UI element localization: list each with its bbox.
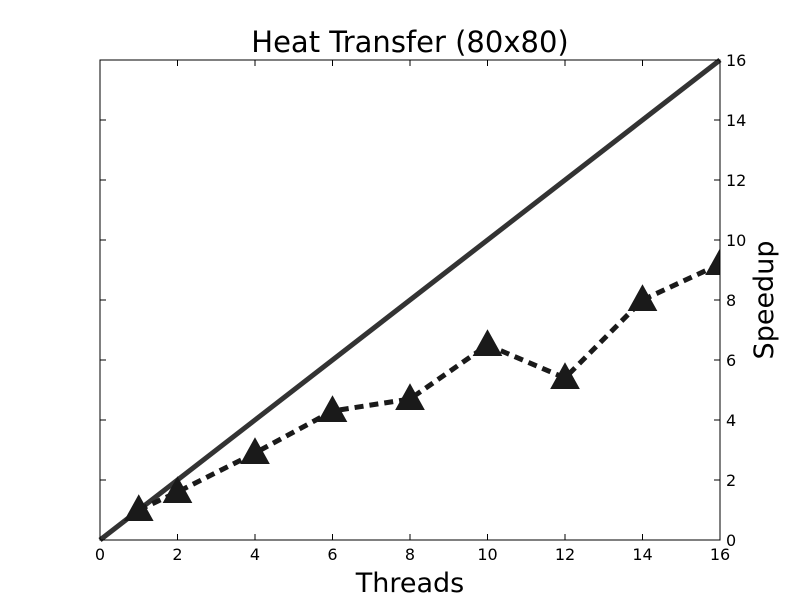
x-axis: 0 2 4 6 8 10 12 14 16 <box>95 60 730 564</box>
data-point-marker <box>550 362 580 389</box>
data-point-marker <box>395 383 425 410</box>
x-tick-label: 0 <box>95 545 105 564</box>
y-axis: 0 2 4 6 8 10 12 14 16 <box>100 51 746 550</box>
data-point-marker <box>627 284 658 311</box>
y-tick-label: 2 <box>726 471 736 490</box>
plot-area <box>98 58 722 542</box>
y-tick-label: 6 <box>726 351 736 370</box>
x-tick-label: 6 <box>327 545 337 564</box>
y-tick-label: 12 <box>726 171 746 190</box>
x-tick-label: 8 <box>405 545 415 564</box>
data-point-marker <box>472 329 503 356</box>
x-tick-label: 16 <box>710 545 730 564</box>
chart-title: Heat Transfer (80x80) <box>251 25 568 59</box>
data-point-marker <box>240 437 270 464</box>
x-axis-label: Threads <box>355 568 464 599</box>
y-tick-label: 14 <box>726 111 746 130</box>
series-2-line <box>137 261 722 513</box>
x-tick-label: 10 <box>477 545 497 564</box>
x-tick-label: 12 <box>555 545 575 564</box>
y-tick-label: 16 <box>726 51 746 70</box>
data-point-marker <box>317 395 348 422</box>
y-tick-label: 10 <box>726 231 746 250</box>
plot-frame <box>99 59 721 541</box>
series-1-line <box>98 58 722 542</box>
y-axis-label: Speedup <box>749 241 780 360</box>
x-tick-label: 2 <box>172 545 182 564</box>
y-tick-label: 8 <box>726 291 736 310</box>
y-tick-label: 4 <box>726 411 736 430</box>
data-point-marker <box>705 248 720 275</box>
x-tick-label: 4 <box>250 545 260 564</box>
data-point-marker <box>123 494 154 521</box>
data-point-marker <box>162 476 193 503</box>
x-tick-label: 14 <box>632 545 652 564</box>
y-tick-label: 0 <box>726 531 736 550</box>
